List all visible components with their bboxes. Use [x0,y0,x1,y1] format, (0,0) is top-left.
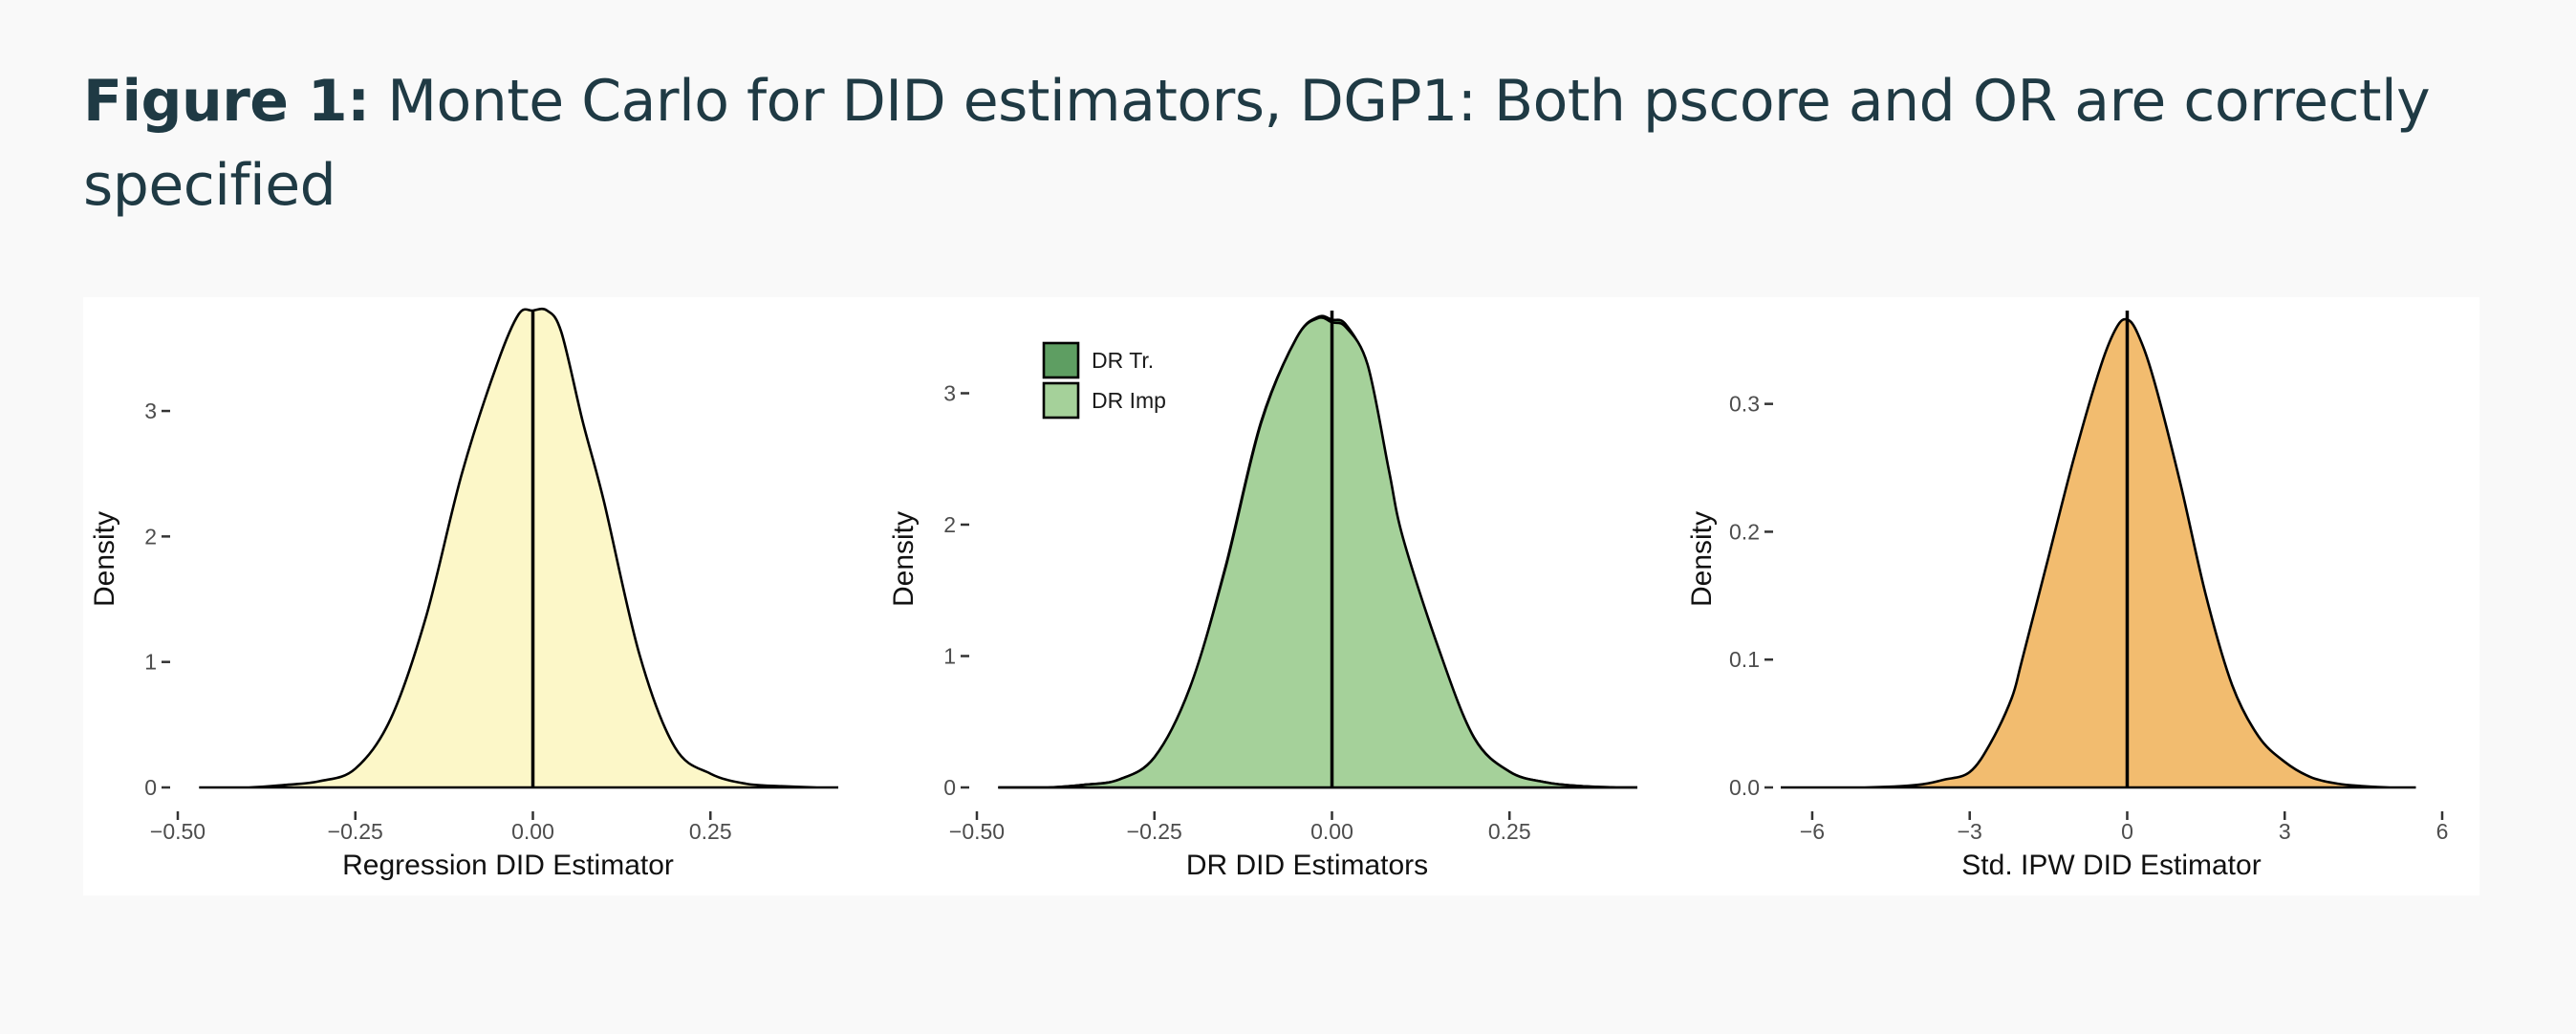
y-tick-label: 1 [144,650,157,675]
legend-swatch [1042,341,1080,379]
x-tick-label: 0 [2121,819,2133,844]
density-curve [199,307,838,789]
y-tick-label: 0.0 [1729,775,1760,800]
legend-label: DR Imp [1092,388,1166,413]
y-tick-label: 0 [943,775,956,800]
y-axis-title: Density [89,511,120,607]
y-tick-label: 3 [943,381,956,406]
x-tick-label: 0.25 [689,819,732,844]
legend-label: DR Tr. [1092,348,1154,373]
y-tick-label: 2 [943,512,956,537]
x-axis-title: Regression DID Estimator [342,850,674,881]
figure-panel: −0.50 −0.25 0.00 0.25 0 1 2 3 Regression DID Est… [83,297,2479,895]
y-tick-label: 1 [943,644,956,669]
x-tick-label: −0.25 [328,819,383,844]
x-tick-label: −3 [1958,819,1982,844]
y-tick-label: 0 [144,775,157,800]
y-tick-label: 2 [144,524,157,549]
y-tick-label: 0.3 [1729,392,1760,417]
x-tick-label: 3 [2279,819,2291,844]
figure-caption: Figure 1: Monte Carlo for DID estimators… [83,59,2473,227]
y-tick-label: 3 [144,399,157,423]
density-panel-3: −6 −3 0 3 6 0.0 0.1 0.2 0.3 Std. IPW DID Estimato… [1686,311,2448,881]
caption-text: Monte Carlo for DID estimators, DGP1: Bo… [83,68,2431,219]
x-tick-label: −0.50 [150,819,206,844]
legend: DR Tr. DR Imp [1042,341,1166,420]
density-curve [1781,317,2416,789]
x-tick-label: 0.00 [1310,819,1353,844]
x-axis-title: DR DID Estimators [1186,850,1428,881]
x-tick-label: −0.50 [949,819,1005,844]
y-tick-label: 0.1 [1729,647,1760,672]
x-tick-label: 6 [2436,819,2449,844]
caption-lead: Figure 1: [83,68,370,135]
x-tick-label: −6 [1800,819,1825,844]
x-tick-label: 0.25 [1488,819,1531,844]
x-tick-label: −0.25 [1127,819,1182,844]
density-panel-1: −0.50 −0.25 0.00 0.25 0 1 2 3 Regression DID Est… [89,307,838,881]
density-curve-dr-imp [998,316,1637,789]
x-tick-label: 0.00 [511,819,554,844]
density-panel-2: −0.50 −0.25 0.00 0.25 0 1 2 3 DR DID Estimators D… [888,311,1637,881]
legend-swatch [1042,381,1080,420]
y-axis-title: Density [1686,511,1718,607]
x-axis-title: Std. IPW DID Estimator [1961,850,2261,881]
y-tick-label: 0.2 [1729,519,1760,544]
y-axis-title: Density [888,511,920,607]
